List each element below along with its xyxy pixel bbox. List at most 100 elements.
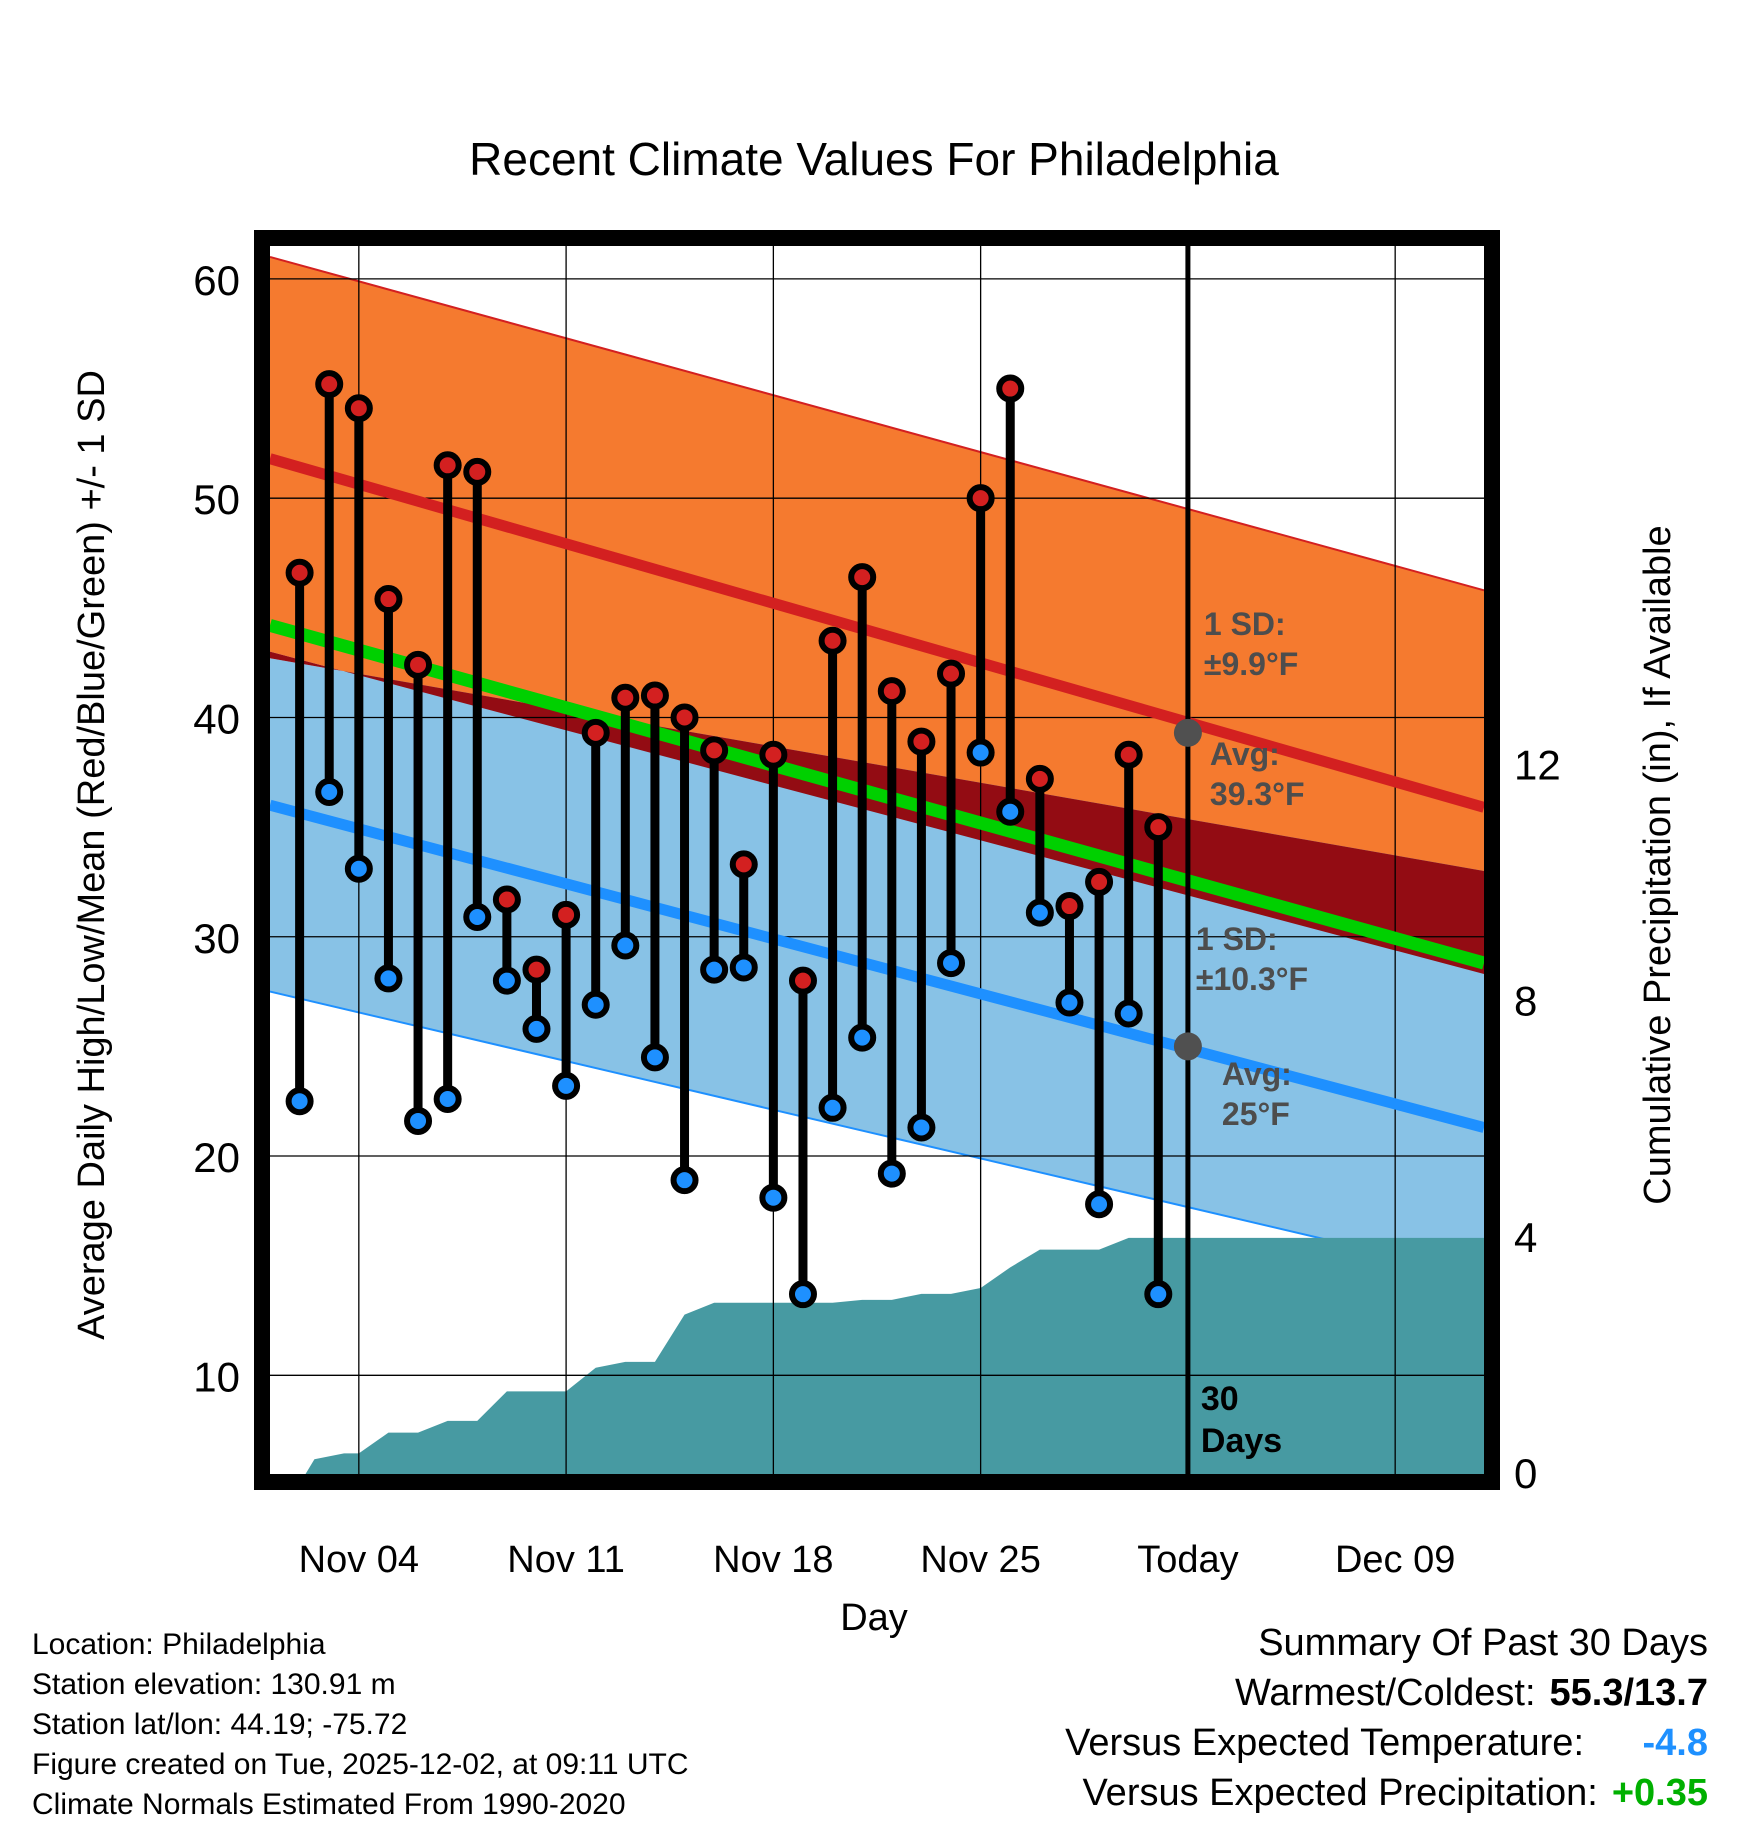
low-point-7: [463, 903, 492, 932]
low-mean-line: [268, 799, 1486, 1133]
today-label-line2: Days: [1201, 1422, 1282, 1460]
low-point-2: [315, 778, 344, 807]
high-point-11: [581, 718, 610, 747]
summary-precip-label: Versus Expected Precipitation:: [1082, 1772, 1598, 1814]
high-point-2: [315, 370, 344, 399]
high-point-19: [818, 626, 847, 655]
high-point-1: [285, 558, 314, 587]
y-tick-label-20: 20: [193, 1134, 240, 1181]
low-point-3: [344, 854, 373, 883]
summary-warm-cold-value: 55.3/13.7: [1549, 1672, 1708, 1714]
overlap-band: [270, 651, 1484, 975]
high-mean-line: [268, 453, 1486, 813]
low-lower-edge: [269, 990, 1485, 1278]
low-point-30: [1144, 1280, 1173, 1309]
high-point-17: [759, 740, 788, 769]
summary-warm-cold: Warmest/Coldest: 55.3/13.7: [1235, 1672, 1708, 1715]
low-point-21: [877, 1159, 906, 1188]
y2-tick-label-8: 8: [1514, 978, 1537, 1025]
low-avg-label-1: Avg:: [1222, 1056, 1292, 1092]
summary-warm-cold-label: Warmest/Coldest:: [1234, 1672, 1536, 1714]
high-sd-label-2: ±9.9°F: [1204, 646, 1298, 682]
low-avg-label-2: 25°F: [1222, 1096, 1290, 1132]
low-point-13: [640, 1043, 669, 1072]
low-point-19: [818, 1093, 847, 1122]
low-point-20: [848, 1023, 877, 1052]
low-point-25: [996, 797, 1025, 826]
high-point-14: [670, 703, 699, 732]
low-point-11: [581, 990, 610, 1019]
low-point-14: [670, 1166, 699, 1195]
y2-tick-label-0: 0: [1514, 1450, 1537, 1497]
info-elevation: Station elevation: 130.91 m: [32, 1668, 396, 1701]
x-tick-label-10: Nov 11: [507, 1539, 625, 1581]
high-point-23: [937, 659, 966, 688]
x-tick-label-3: Nov 04: [299, 1539, 419, 1581]
today-label-line1: 30: [1201, 1380, 1239, 1418]
high-point-22: [907, 727, 936, 756]
y2-tick-label-12: 12: [1514, 742, 1561, 789]
summary-precip-value: +0.35: [1611, 1772, 1708, 1814]
summary-temperature: Versus Expected Temperature: -4.8: [1065, 1722, 1708, 1765]
high-point-3: [344, 394, 373, 423]
summary-title: Summary Of Past 30 Days: [1258, 1622, 1708, 1664]
low-point-1: [285, 1087, 314, 1116]
low-point-4: [374, 964, 403, 993]
low-point-23: [937, 949, 966, 978]
low-sd-label-1: 1 SD:: [1196, 921, 1278, 957]
low-point-22: [907, 1113, 936, 1142]
info-normals: Climate Normals Estimated From 1990-2020: [32, 1788, 626, 1821]
low-point-16: [729, 953, 758, 982]
high-point-30: [1144, 813, 1173, 842]
y2-axis-label: Cumulative Precipitation (in), If Availa…: [1637, 525, 1679, 1204]
chart-title: Recent Climate Values For Philadelphia: [469, 133, 1279, 185]
high-point-13: [640, 681, 669, 710]
high-point-4: [374, 585, 403, 614]
info-created: Figure created on Tue, 2025-12-02, at 09…: [32, 1748, 689, 1781]
high-point-21: [877, 677, 906, 706]
y-axis-label: Average Daily High/Low/Mean (Red/Blue/Gr…: [71, 370, 113, 1340]
summary-temp-value: -4.8: [1642, 1722, 1708, 1764]
x-tick-label-31: Today: [1137, 1539, 1238, 1581]
high-point-6: [433, 451, 462, 480]
x-tick-label-38: Dec 09: [1335, 1539, 1455, 1581]
high-point-12: [611, 683, 640, 712]
low-point-8: [492, 966, 521, 995]
high-point-27: [1055, 892, 1084, 921]
low-point-27: [1055, 988, 1084, 1017]
high-point-18: [788, 966, 817, 995]
high-point-15: [700, 736, 729, 765]
high-point-5: [404, 650, 433, 679]
high-point-28: [1085, 867, 1114, 896]
high-point-8: [492, 885, 521, 914]
y-tick-label-50: 50: [193, 476, 240, 523]
x-tick-label-24: Nov 25: [920, 1539, 1040, 1581]
low-sd-label-2: ±10.3°F: [1196, 961, 1308, 997]
high-point-20: [848, 563, 877, 592]
low-point-15: [700, 955, 729, 984]
info-location: Location: Philadelphia: [32, 1628, 326, 1661]
high-point-7: [463, 457, 492, 486]
high-point-10: [552, 900, 581, 929]
high-sd-label-1: 1 SD:: [1204, 606, 1286, 642]
y-tick-label-10: 10: [193, 1353, 240, 1400]
low-point-9: [522, 1014, 551, 1043]
high-upper-edge: [269, 255, 1485, 592]
high-point-25: [996, 374, 1025, 403]
low-point-5: [404, 1106, 433, 1135]
high-avg-label-1: Avg:: [1210, 736, 1280, 772]
today-low-avg-marker: [1173, 1032, 1202, 1061]
high-sd-band: [270, 256, 1484, 975]
today-high-avg-marker: [1173, 718, 1202, 747]
x-axis-label: Day: [840, 1597, 908, 1639]
high-point-24: [966, 484, 995, 513]
low-point-12: [611, 931, 640, 960]
y2-tick-label-4: 4: [1514, 1214, 1537, 1261]
high-avg-label-2: 39.3°F: [1210, 776, 1305, 812]
precip-area: [305, 1237, 1484, 1474]
y-tick-label-40: 40: [193, 695, 240, 742]
high-point-29: [1114, 740, 1143, 769]
low-point-17: [759, 1183, 788, 1212]
info-latlon: Station lat/lon: 44.19; -75.72: [32, 1708, 408, 1741]
